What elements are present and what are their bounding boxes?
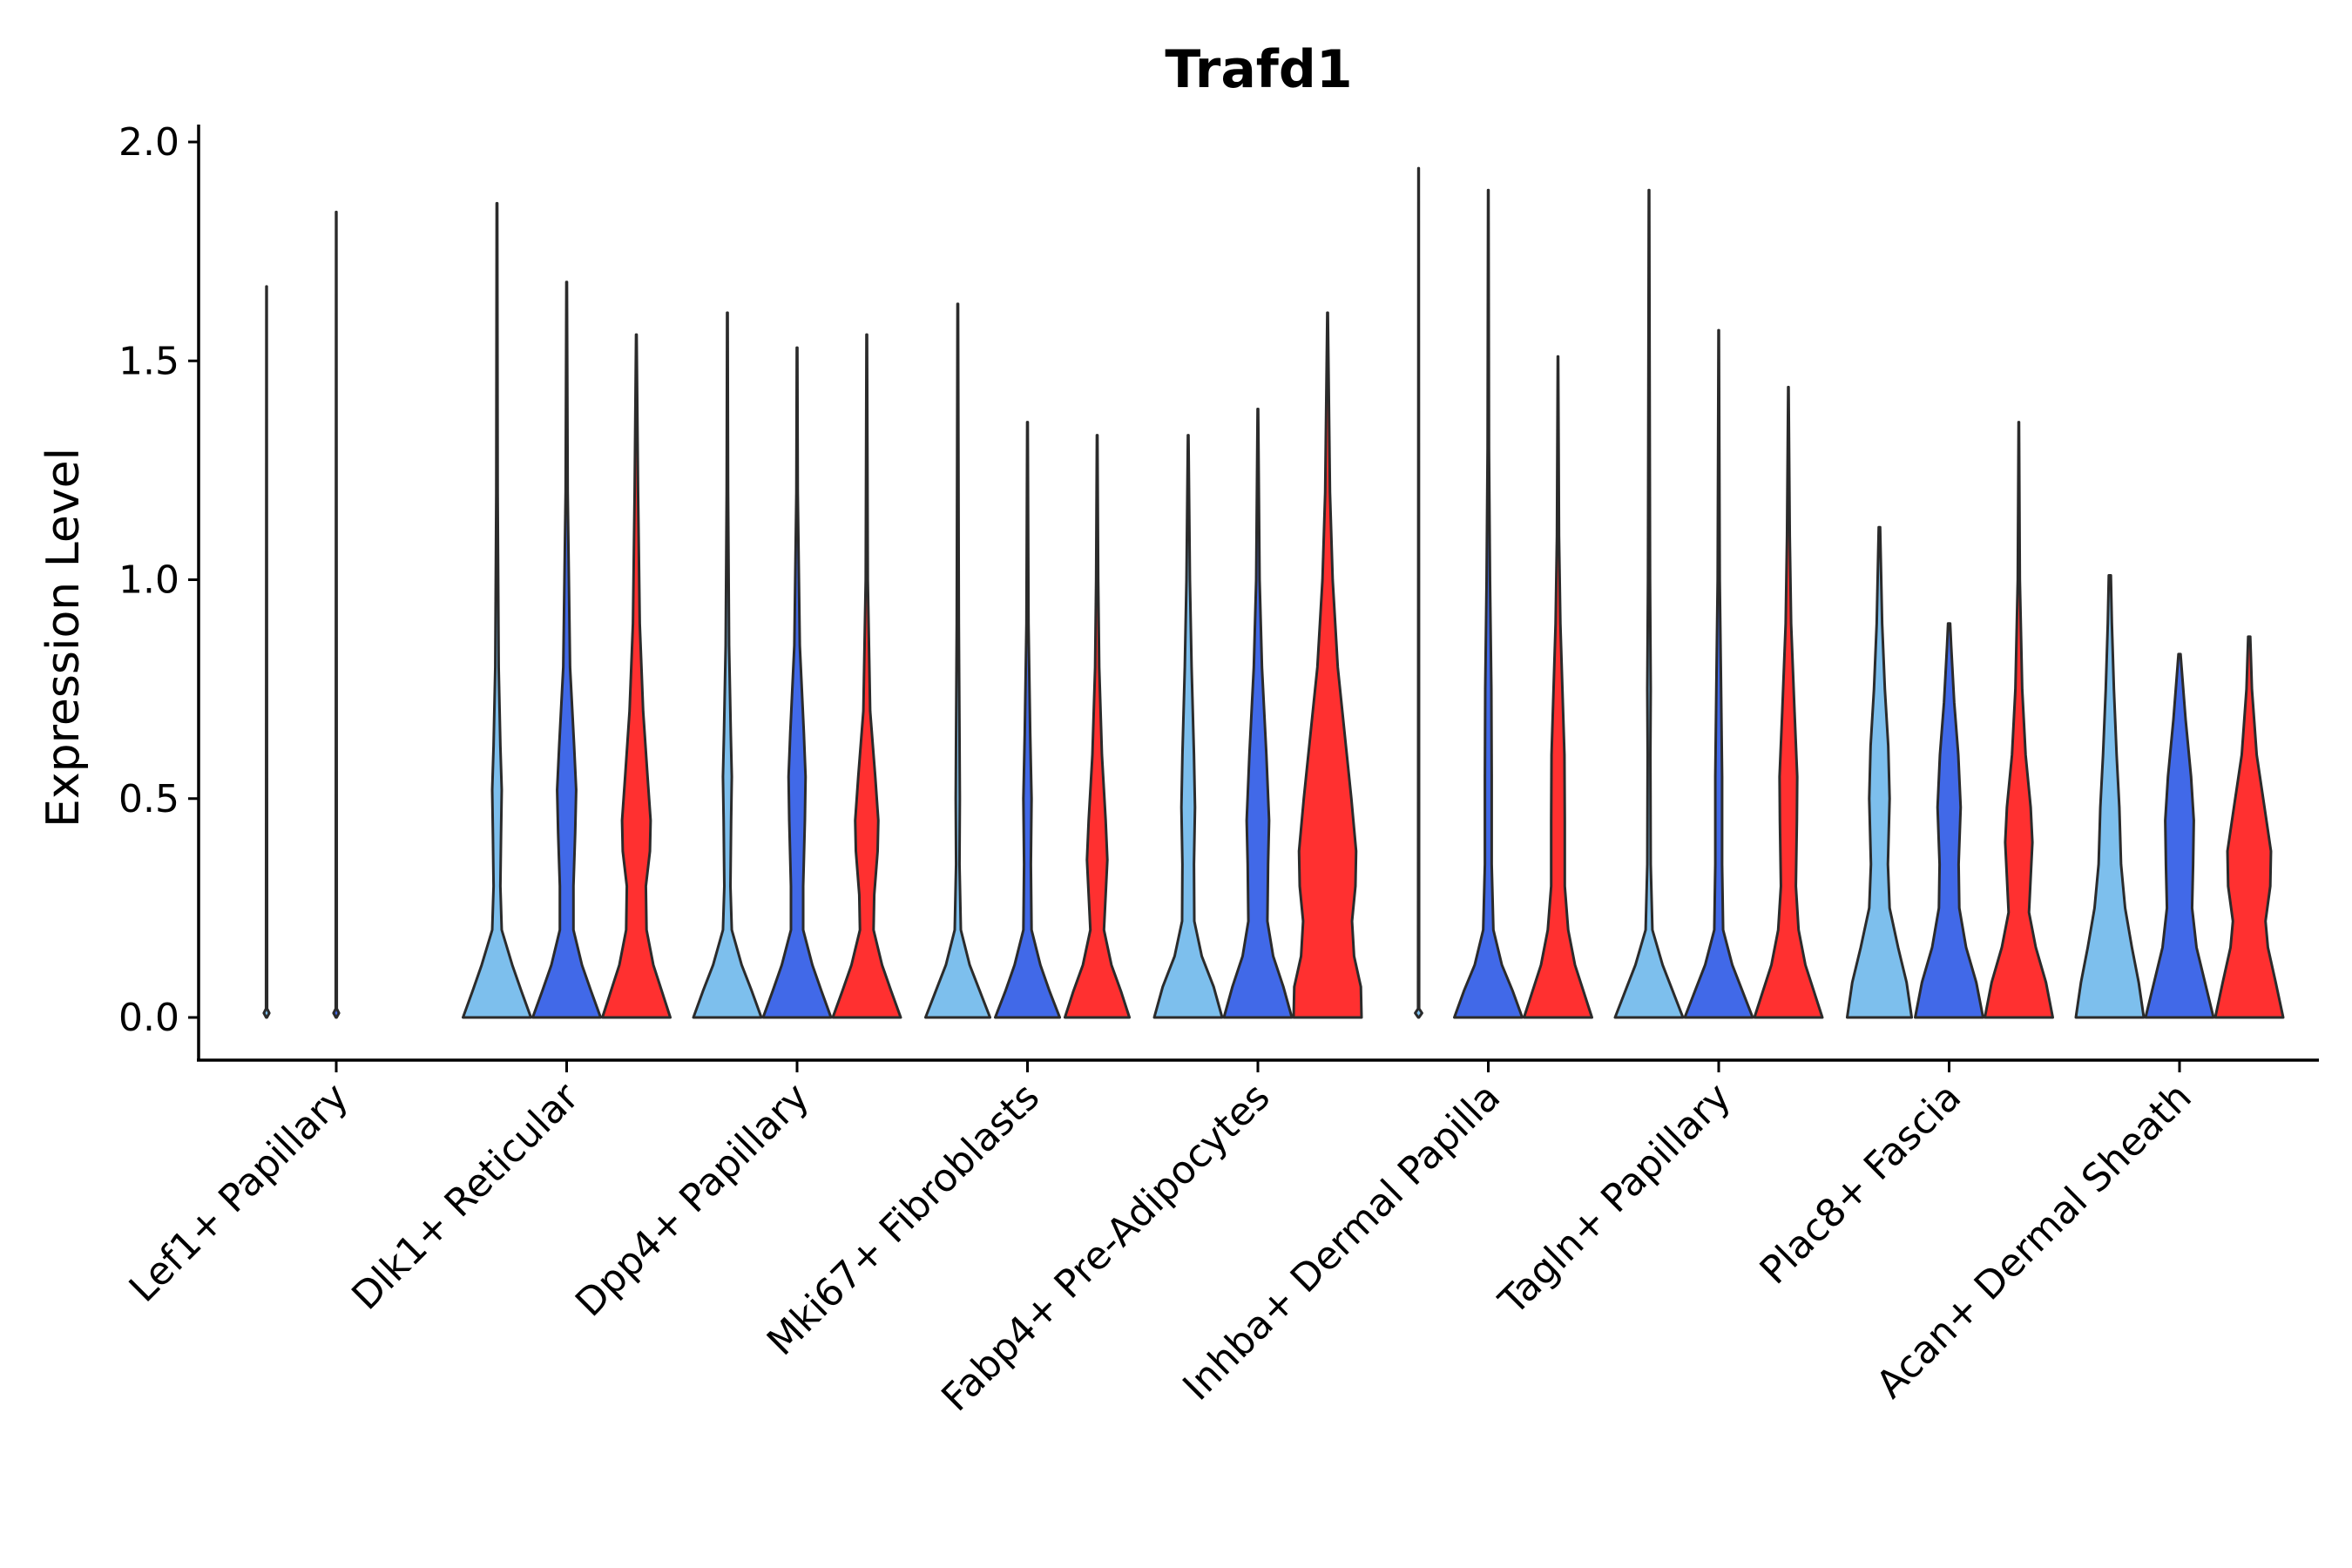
violin-1-tagln-papillary — [1613, 188, 1685, 1019]
x-tick-label: Dpp4+ Papillary — [567, 1075, 818, 1326]
violin-1-lef1-papillary — [262, 285, 271, 1019]
chart-title: Trafd1 — [1165, 39, 1352, 100]
violin-2-plac8-fascia — [1914, 622, 1984, 1019]
violin-2-mki67-fibroblasts — [993, 421, 1062, 1019]
violin-3-dpp4-papillary — [831, 333, 902, 1019]
violin-2-inhba-dermal-papilla — [1453, 188, 1524, 1019]
y-tick-label: 1.0 — [118, 558, 179, 603]
violin-2-acan-dermal-sheath — [2144, 652, 2215, 1019]
violin-2-fabp4-pre-adipocytes — [1222, 408, 1294, 1019]
violin-1-plac8-fascia — [1845, 525, 1914, 1019]
x-tick-label: Lef1+ Papillary — [121, 1075, 357, 1311]
violin-1-mki67-fibroblasts — [923, 302, 992, 1019]
violin-2-lef1-papillary — [332, 210, 341, 1019]
violin-1-inhba-dermal-papilla — [1414, 166, 1423, 1019]
y-tick-label: 2.0 — [118, 120, 179, 165]
violin-1-acan-dermal-sheath — [2074, 573, 2146, 1019]
violin-3-acan-dermal-sheath — [2213, 635, 2285, 1019]
x-tick-label: Plac8+ Fascia — [1752, 1075, 1970, 1294]
violin-3-fabp4-pre-adipocytes — [1292, 311, 1363, 1019]
violin-2-dlk1-reticular — [531, 280, 602, 1019]
violin-2-tagln-papillary — [1683, 328, 1754, 1019]
y-tick-label: 0.0 — [118, 996, 179, 1040]
violin-3-tagln-papillary — [1753, 385, 1824, 1019]
violin-2-dpp4-papillary — [761, 346, 833, 1019]
x-tick-label: Dlk1+ Reticular — [343, 1074, 588, 1319]
y-tick-label: 0.5 — [118, 777, 179, 821]
y-axis-ticks: 0.0 0.5 1.0 1.5 2.0 — [118, 120, 199, 1040]
violin-1-dpp4-papillary — [692, 311, 763, 1019]
violin-3-dlk1-reticular — [601, 333, 672, 1019]
violin-1-dlk1-reticular — [462, 201, 532, 1019]
violin-1-fabp4-pre-adipocytes — [1152, 434, 1224, 1019]
x-tick-label: Tagln+ Papillary — [1490, 1075, 1740, 1324]
violin-3-mki67-fibroblasts — [1063, 434, 1132, 1019]
y-tick-label: 1.5 — [118, 339, 179, 383]
y-axis-label: Expression Level — [37, 448, 90, 828]
violin-3-plac8-fascia — [1984, 421, 2054, 1019]
violin-group — [262, 166, 2285, 1019]
violin-3-inhba-dermal-papilla — [1523, 355, 1593, 1019]
